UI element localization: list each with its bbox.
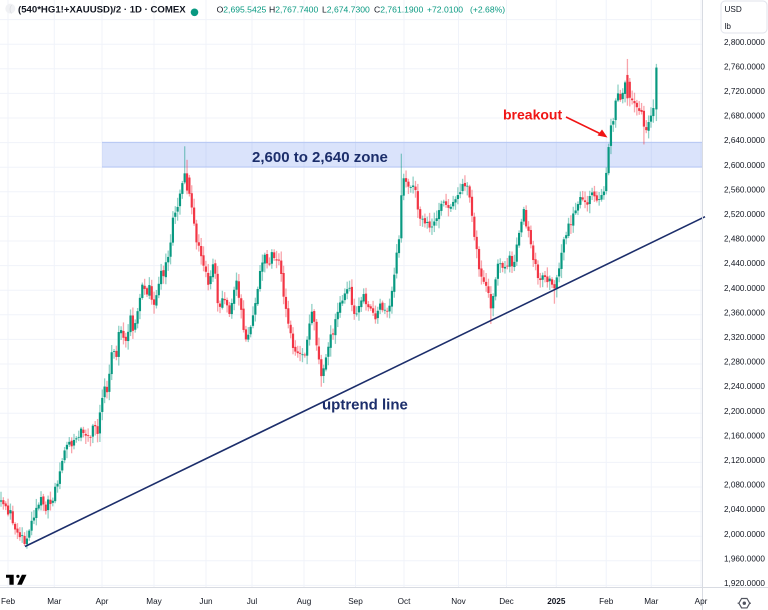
svg-text:2,360.0000: 2,360.0000 (724, 308, 765, 317)
svg-text:Mar: Mar (47, 597, 61, 606)
svg-text:Oct: Oct (398, 597, 411, 606)
svg-text:2,720.0000: 2,720.0000 (724, 87, 765, 96)
svg-text:Dec: Dec (499, 597, 514, 606)
svg-text:(+2.68%): (+2.68%) (470, 5, 505, 15)
svg-text:2,200.0000: 2,200.0000 (724, 407, 765, 416)
svg-text:lb: lb (725, 22, 732, 31)
svg-text:Feb: Feb (599, 597, 614, 606)
svg-text:2025: 2025 (547, 597, 566, 606)
svg-text:2,120.0000: 2,120.0000 (724, 456, 765, 465)
svg-text:2,400.0000: 2,400.0000 (724, 284, 765, 293)
svg-text:USD: USD (725, 5, 742, 14)
svg-text:Jun: Jun (199, 597, 213, 606)
svg-text:Apr: Apr (695, 597, 708, 606)
svg-text:2,560.0000: 2,560.0000 (724, 185, 765, 194)
svg-text:2,640.0000: 2,640.0000 (724, 136, 765, 145)
svg-text:2,240.0000: 2,240.0000 (724, 382, 765, 391)
svg-text:2,680.0000: 2,680.0000 (724, 112, 765, 121)
svg-text:Jul: Jul (247, 597, 258, 606)
svg-text:breakout: breakout (503, 107, 562, 123)
svg-text:1,920.0000: 1,920.0000 (724, 579, 765, 588)
svg-text:2,600.0000: 2,600.0000 (724, 161, 765, 170)
svg-text:Aug: Aug (297, 597, 312, 606)
svg-text:+72.0100: +72.0100 (427, 5, 463, 15)
svg-text:2,480.0000: 2,480.0000 (724, 235, 765, 244)
svg-text:Mar: Mar (644, 597, 658, 606)
svg-text:(: ( (9, 4, 12, 14)
svg-text:1,960.0000: 1,960.0000 (724, 554, 765, 563)
svg-text:2,440.0000: 2,440.0000 (724, 259, 765, 268)
svg-text:May: May (146, 597, 162, 606)
svg-text:2,800.0000: 2,800.0000 (724, 38, 765, 47)
svg-text:uptrend line: uptrend line (322, 396, 408, 413)
svg-text:2,040.0000: 2,040.0000 (724, 505, 765, 514)
svg-text:2,600 to 2,640 zone: 2,600 to 2,640 zone (252, 149, 388, 166)
svg-text:2,760.0000: 2,760.0000 (724, 62, 765, 71)
svg-text:2,320.0000: 2,320.0000 (724, 333, 765, 342)
svg-text:(540*HG1!+XAUUSD)/2 · 1D · COM: (540*HG1!+XAUUSD)/2 · 1D · COMEX (18, 5, 186, 16)
svg-text:Apr: Apr (96, 597, 109, 606)
svg-text:Nov: Nov (451, 597, 466, 606)
svg-text:2,520.0000: 2,520.0000 (724, 210, 765, 219)
svg-text:2,080.0000: 2,080.0000 (724, 481, 765, 490)
svg-text:2,280.0000: 2,280.0000 (724, 358, 765, 367)
svg-text:L2,674.7300: L2,674.7300 (322, 5, 370, 15)
svg-text:2,160.0000: 2,160.0000 (724, 431, 765, 440)
svg-text:O2,695.5425: O2,695.5425 (217, 5, 267, 15)
svg-text:2,000.0000: 2,000.0000 (724, 530, 765, 539)
svg-text:Sep: Sep (348, 597, 363, 606)
svg-text:H2,767.7400: H2,767.7400 (269, 5, 318, 15)
svg-text:C2,761.1900: C2,761.1900 (374, 5, 423, 15)
svg-text:Feb: Feb (1, 597, 16, 606)
